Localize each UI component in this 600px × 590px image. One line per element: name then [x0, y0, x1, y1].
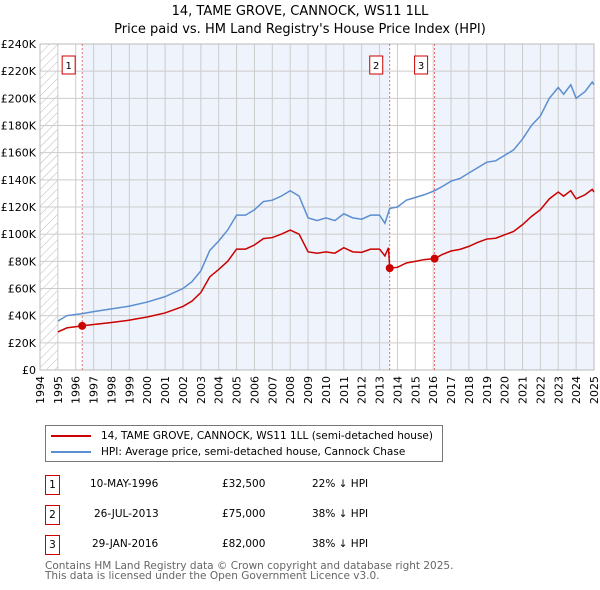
x-tick-label: 2024: [570, 376, 583, 404]
y-tick-label: £220K: [1, 65, 37, 78]
sale-label-box: [61, 55, 76, 75]
x-tick-label: 2021: [517, 376, 530, 404]
x-tick-label: 1999: [123, 376, 136, 404]
x-tick-label: 2006: [248, 376, 261, 404]
y-tick-label: £20K: [8, 337, 37, 350]
x-tick-label: 1997: [88, 376, 101, 404]
sale-marker-badge: 1: [45, 475, 60, 495]
sale-delta: 38% ↓ HPI: [312, 508, 369, 520]
sale-price: £32,500: [222, 478, 266, 490]
sale-date: 10-MAY-1996: [90, 478, 159, 490]
x-tick-label: 1996: [70, 376, 83, 404]
sale-marker-badge: 2: [45, 505, 60, 525]
legend: 14, TAME GROVE, CANNOCK, WS11 1LL (semi-…: [45, 425, 443, 462]
sale-row: 2 26-JUL-2013 £75,000 38% ↓ HPI: [45, 505, 465, 525]
legend-hpi: HPI: Average price, semi-detached house,…: [101, 446, 406, 458]
sale-point: [430, 254, 439, 263]
x-tick-label: 2023: [552, 376, 565, 404]
legend-price-paid: 14, TAME GROVE, CANNOCK, WS11 1LL (semi-…: [101, 430, 433, 442]
x-tick-label: 2014: [391, 376, 404, 404]
sale-label: 2: [373, 61, 379, 72]
x-tick-label: 2005: [231, 376, 244, 404]
x-tick-label: 2000: [141, 376, 154, 404]
y-tick-label: £120K: [1, 201, 37, 214]
footer-line: This data is licensed under the Open Gov…: [45, 570, 380, 582]
footer: Contains HM Land Registry data © Crown c…: [45, 560, 454, 582]
x-tick-label: 2020: [499, 376, 512, 404]
sale-row: 1 10-MAY-1996 £32,500 22% ↓ HPI: [45, 475, 465, 495]
chart-title: 14, TAME GROVE, CANNOCK, WS11 1LL: [171, 4, 429, 19]
series-line: [57, 188, 595, 333]
sale-date: 29-JAN-2016: [92, 538, 159, 550]
sale-price: £82,000: [222, 538, 266, 550]
x-tick-label: 2012: [356, 376, 369, 404]
x-tick-label: 2003: [195, 376, 208, 404]
sale-delta: 22% ↓ HPI: [312, 478, 369, 490]
x-tick-label: 1995: [52, 376, 65, 404]
y-tick-label: £40K: [8, 310, 37, 323]
sale-point: [385, 264, 394, 273]
x-tick-label: 1994: [34, 376, 47, 404]
x-tick-label: 2019: [481, 376, 494, 404]
x-tick-label: 2007: [266, 376, 279, 404]
sale-row: 3 29-JAN-2016 £82,000 38% ↓ HPI: [45, 535, 465, 555]
legend-blue-line: [51, 451, 91, 453]
footer-line: Contains HM Land Registry data © Crown c…: [45, 560, 454, 572]
x-tick-label: 2013: [374, 376, 387, 404]
x-tick-label: 2018: [463, 376, 476, 404]
y-tick-label: £140K: [1, 174, 37, 187]
sale-price: £75,000: [222, 508, 266, 520]
y-tick-label: £100K: [1, 228, 37, 241]
y-tick-label: £60K: [8, 283, 37, 296]
x-tick-label: 2017: [445, 376, 458, 404]
sale-date: 26-JUL-2013: [94, 508, 159, 520]
y-tick-label: £80K: [8, 255, 37, 268]
x-tick-label: 2009: [302, 376, 315, 404]
sale-point: [78, 321, 87, 330]
sale-label: 3: [418, 61, 424, 72]
x-tick-label: 2015: [409, 376, 422, 404]
x-tick-label: 2022: [534, 376, 547, 404]
y-tick-label: £0: [22, 364, 36, 377]
series-line: [57, 80, 595, 322]
x-tick-label: 2025: [588, 376, 600, 404]
sale-label: 1: [65, 61, 71, 72]
x-tick-label: 2010: [320, 376, 333, 404]
x-tick-label: 2016: [427, 376, 440, 404]
legend-red-line: [51, 435, 91, 437]
sale-marker-badge: 3: [45, 535, 60, 555]
x-tick-label: 2011: [338, 376, 351, 404]
plot-border: [39, 43, 595, 371]
chart-subtitle: Price paid vs. HM Land Registry's House …: [114, 22, 486, 37]
y-tick-label: £180K: [1, 120, 37, 133]
x-tick-label: 2001: [159, 376, 172, 404]
x-tick-label: 1998: [105, 376, 118, 404]
sale-label-box: [414, 55, 429, 75]
y-tick-label: £200K: [1, 92, 37, 105]
y-tick-label: £240K: [1, 38, 37, 51]
y-tick-label: £160K: [1, 147, 37, 160]
sale-delta: 38% ↓ HPI: [312, 538, 369, 550]
x-tick-label: 2008: [284, 376, 297, 404]
price-chart: 1994 1995 1996 1997 1998 1999 2000 2001 2002 2003…: [1, 38, 600, 404]
x-tick-label: 2002: [177, 376, 190, 404]
sale-label-box: [369, 55, 384, 75]
x-tick-label: 2004: [213, 376, 226, 404]
